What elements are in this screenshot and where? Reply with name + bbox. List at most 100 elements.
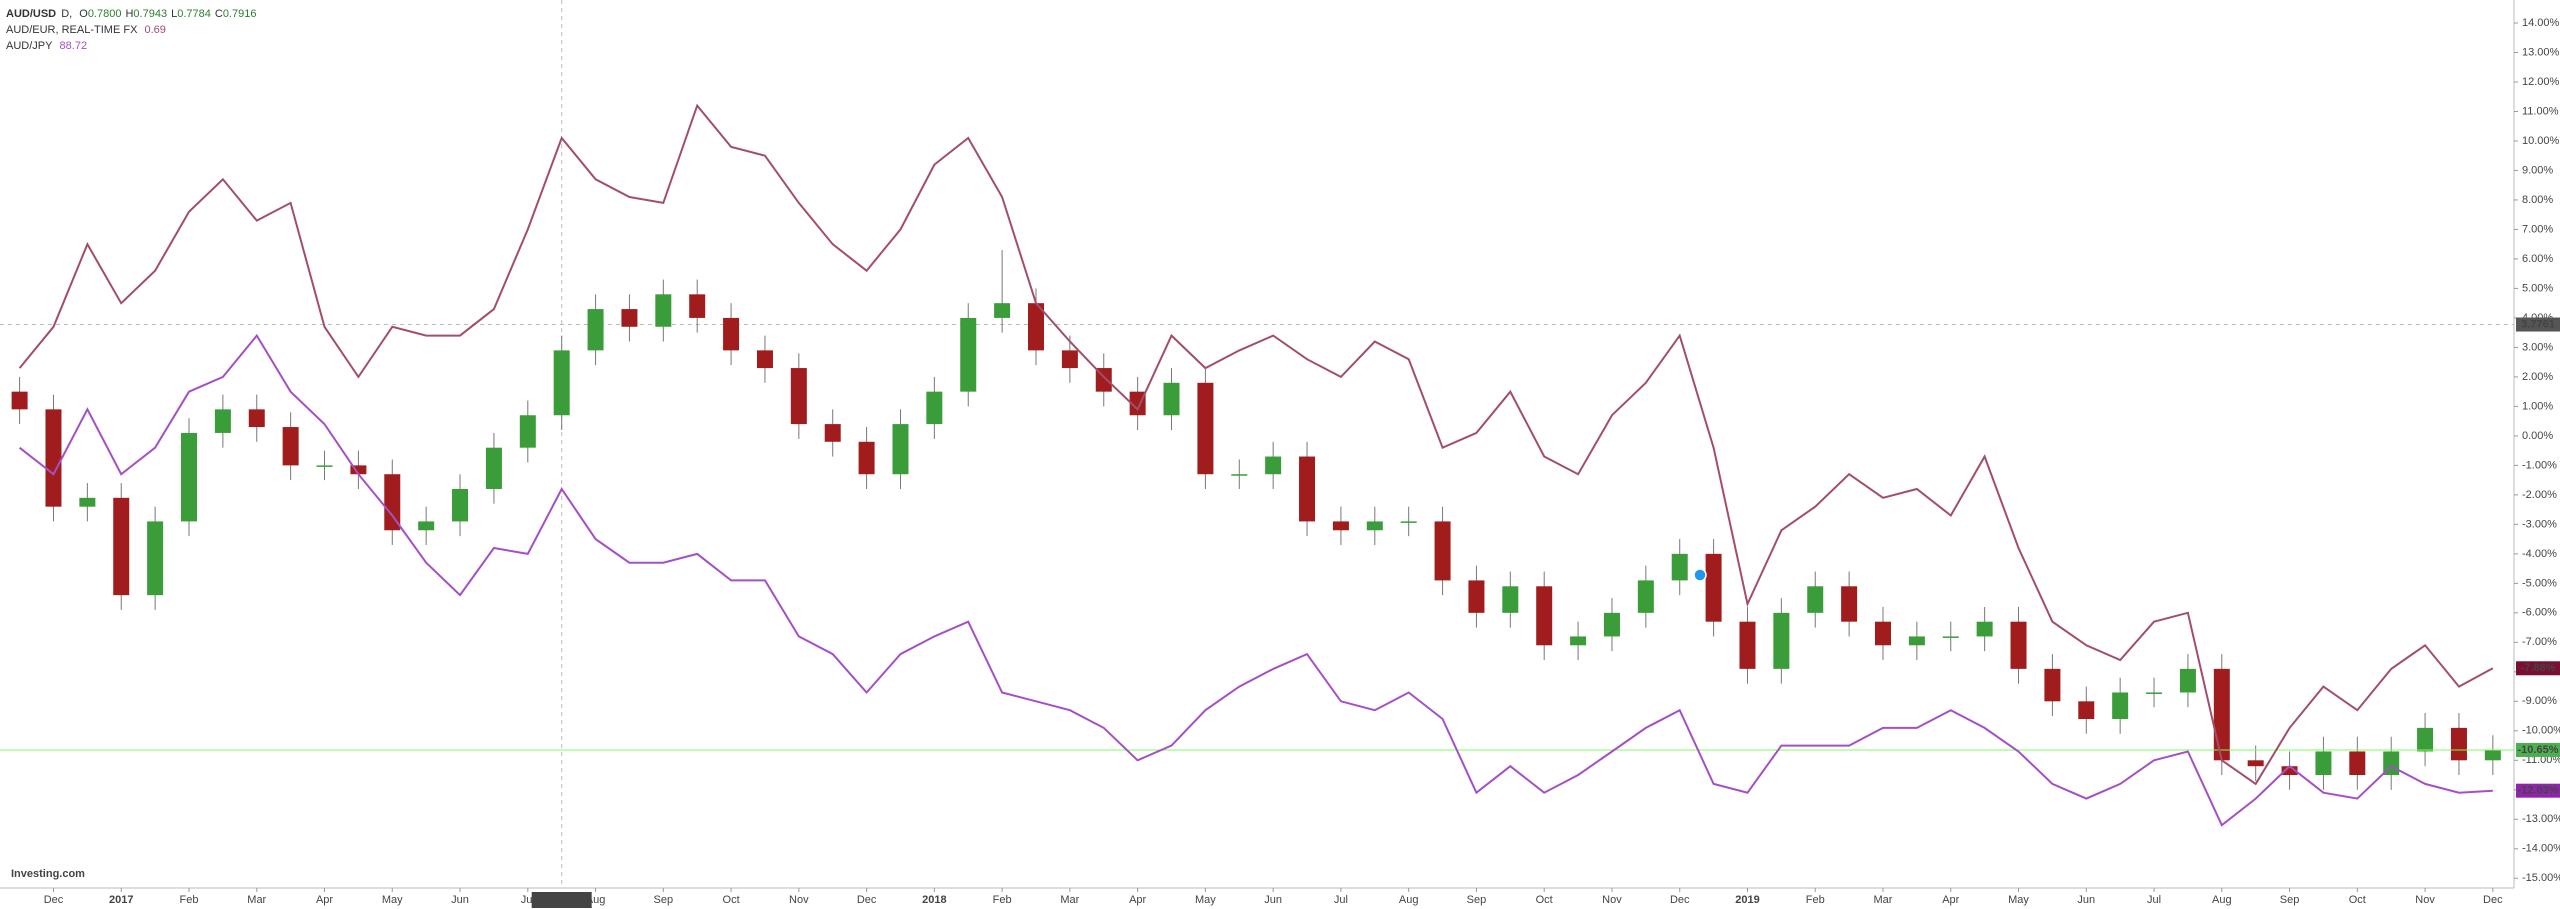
- candle-body: [1807, 586, 1824, 613]
- ohlc-key: C: [214, 8, 223, 20]
- y-tick-label: -13.00%: [2522, 813, 2560, 825]
- x-tick-label: Oct: [2349, 894, 2366, 906]
- candle-body: [1570, 636, 1587, 646]
- candle-body: [1502, 586, 1519, 613]
- candle-body: [926, 391, 943, 425]
- price-label-box: [2516, 742, 2560, 757]
- x-tick-label: May: [2008, 894, 2029, 906]
- y-tick-label: -6.00%: [2522, 607, 2557, 619]
- y-tick-label: -4.00%: [2522, 548, 2557, 560]
- crosshair-x-box: [531, 892, 592, 908]
- x-tick-label: Apr: [1129, 894, 1146, 906]
- candle-body: [621, 309, 638, 327]
- last-price: 0.69: [144, 24, 166, 36]
- candle-body: [2484, 749, 2501, 761]
- candle-body: [1705, 553, 1722, 622]
- candle-body: [248, 409, 265, 428]
- candle-body: [384, 474, 401, 531]
- crosshair-y-label: 3.7761: [2521, 318, 2555, 330]
- x-tick-label: Dec: [2483, 894, 2503, 906]
- candle-body: [11, 391, 28, 410]
- last-price: 88.72: [59, 40, 88, 52]
- y-tick-label: 3.00%: [2522, 341, 2553, 353]
- event-marker: [1693, 568, 1707, 582]
- x-tick-label: Feb: [1806, 894, 1825, 906]
- candle-body: [1434, 521, 1451, 581]
- x-tick-label: Sep: [2280, 894, 2300, 906]
- x-tick-label: Nov: [2415, 894, 2435, 906]
- y-tick-label: 0.00%: [2522, 430, 2553, 442]
- candle-body: [1197, 382, 1214, 475]
- x-tick-label: Apr: [1942, 894, 1959, 906]
- x-tick-label: Jul: [1334, 894, 1348, 906]
- x-tick-label: Jul: [521, 894, 535, 906]
- candle-body: [485, 447, 502, 489]
- candle-body: [723, 317, 740, 351]
- ohlc-key: H: [125, 8, 134, 20]
- x-tick-label: Dec: [857, 894, 877, 906]
- candle-body: [2078, 701, 2095, 720]
- ohlc-value: 0.7943: [133, 8, 168, 20]
- x-tick-label: Apr: [316, 894, 333, 906]
- y-tick-label: 6.00%: [2522, 253, 2553, 265]
- x-tick-label: Nov: [1602, 894, 1622, 906]
- candle-body: [1671, 553, 1688, 581]
- candle-body: [790, 368, 807, 425]
- series-name: AUD/EUR, REAL-TIME FX: [6, 24, 138, 36]
- x-tick-label: May: [1195, 894, 1216, 906]
- ohlc-key: L: [171, 8, 178, 20]
- candle-body: [147, 521, 164, 596]
- candle-body: [418, 521, 435, 531]
- candle-body: [1366, 521, 1383, 531]
- candle-body: [282, 427, 299, 466]
- candle-body: [1637, 580, 1654, 613]
- x-tick-label: Sep: [1467, 894, 1487, 906]
- ohlc-value: 0.7784: [177, 8, 211, 20]
- x-tick-label: Feb: [993, 894, 1012, 906]
- y-tick-label: 13.00%: [2522, 46, 2560, 58]
- x-tick-label: Mar: [1060, 894, 1079, 906]
- ohlc-value: 0.7800: [87, 8, 122, 20]
- candle-body: [655, 294, 672, 327]
- candle-body: [1061, 350, 1078, 369]
- series-line: [18, 333, 2493, 827]
- candle-body: [960, 317, 977, 392]
- x-tick-label: 2019: [1735, 894, 1759, 906]
- x-tick-label: Oct: [723, 894, 740, 906]
- candle-body: [316, 465, 333, 467]
- x-tick-label: Aug: [1399, 894, 1419, 906]
- price-label-box: [2516, 783, 2560, 798]
- x-tick-label: Jun: [451, 894, 469, 906]
- candle-body: [2315, 751, 2332, 776]
- candle-body: [2349, 751, 2366, 776]
- candle-body: [1332, 521, 1349, 531]
- candle-body: [181, 432, 197, 522]
- candle-body: [756, 350, 773, 369]
- candle-body: [79, 497, 96, 507]
- y-tick-label: -14.00%: [2522, 843, 2560, 855]
- series-name: AUD/USD: [6, 8, 57, 20]
- candle-body: [994, 303, 1011, 318]
- x-tick-label: Jul: [2147, 894, 2161, 906]
- y-tick-label: 14.00%: [2522, 17, 2560, 29]
- price-label: -12.03%: [2518, 785, 2559, 797]
- ohlc: O0.7800 H0.7943 L0.7784 C0.7916: [79, 8, 260, 20]
- candle-body: [350, 465, 367, 475]
- x-tick-label: May: [382, 894, 403, 906]
- crosshair-x-label: 2017-07-15: [534, 894, 590, 906]
- y-tick-label: -9.00%: [2522, 695, 2557, 707]
- price-label: -7.88%: [2521, 662, 2556, 674]
- candle-body: [2010, 621, 2027, 669]
- y-tick-label: -1.00%: [2522, 459, 2557, 471]
- y-tick-label: 10.00%: [2522, 135, 2560, 147]
- candle-body: [1231, 474, 1248, 476]
- y-tick-label: 2.00%: [2522, 371, 2553, 383]
- candle-body: [1129, 391, 1146, 416]
- y-tick-label: -2.00%: [2522, 489, 2557, 501]
- y-tick-label: -11.00%: [2522, 754, 2560, 766]
- candle-body: [1739, 621, 1756, 669]
- candle-body: [2417, 727, 2434, 752]
- y-tick-label: 11.00%: [2522, 105, 2559, 117]
